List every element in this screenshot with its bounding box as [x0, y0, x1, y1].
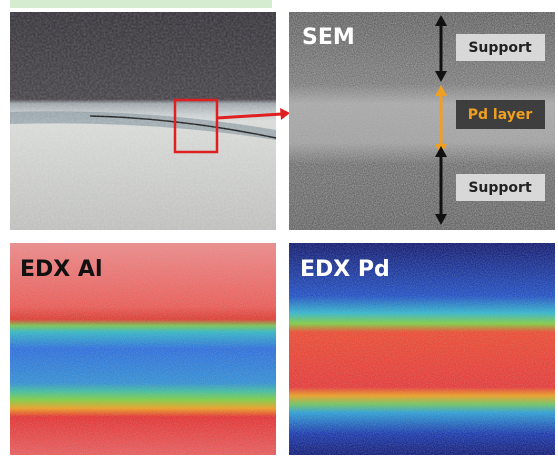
sem-panel: SEM Support Pd layer Support: [289, 12, 555, 230]
top-strip: [10, 0, 272, 8]
edx-al-panel: EDX Al: [10, 243, 276, 455]
annotation: Pd layer: [468, 107, 533, 123]
annotation: Support: [468, 180, 532, 196]
figure: SEM Support Pd layer Support EDX Al EDX …: [0, 0, 558, 459]
annotation: Support: [468, 40, 532, 56]
panel-label: EDX Pd: [300, 257, 390, 282]
panel-label: SEM: [302, 25, 355, 50]
panel-label: EDX Al: [20, 257, 102, 282]
edx-pd-panel: EDX Pd: [289, 243, 555, 455]
photo-panel: [10, 12, 290, 230]
